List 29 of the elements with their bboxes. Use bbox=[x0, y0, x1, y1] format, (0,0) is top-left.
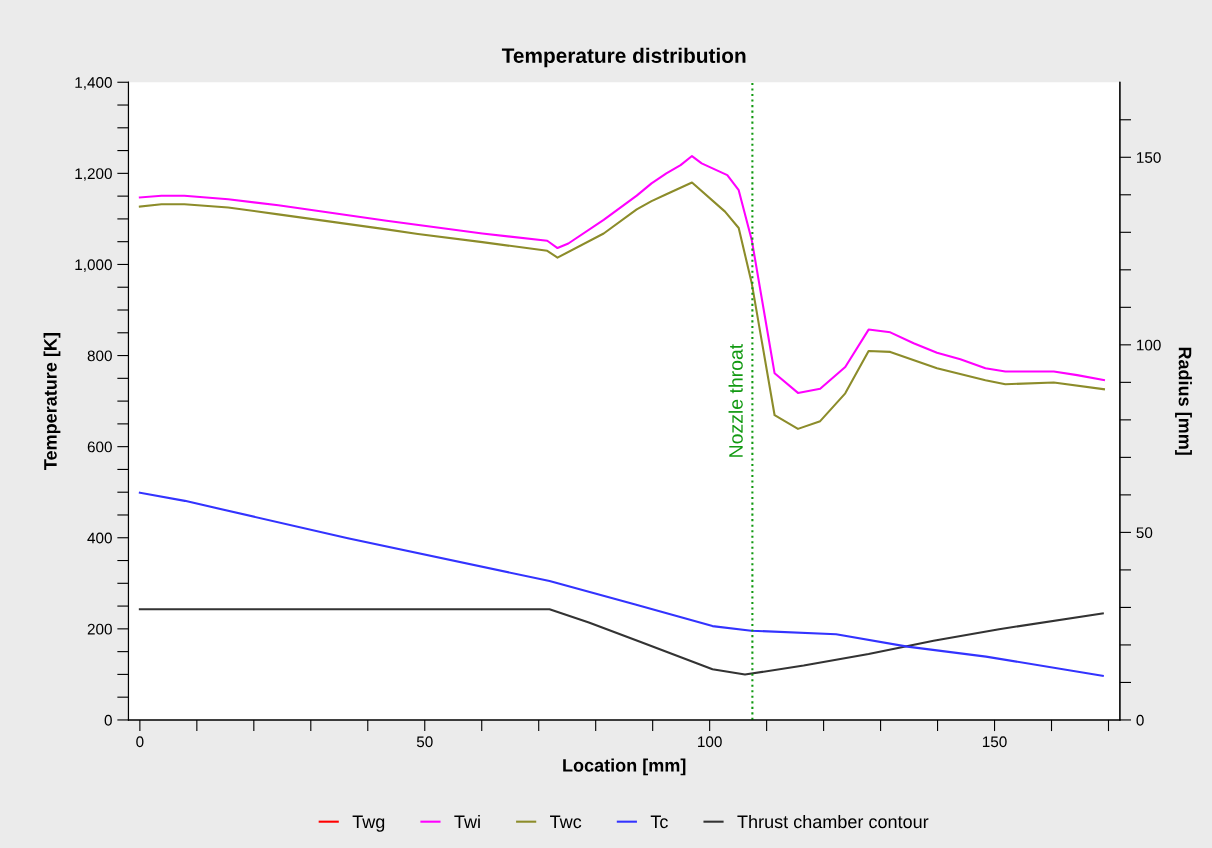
legend-label: Thrust chamber contour bbox=[737, 814, 929, 829]
y2-axis-title: Radius [mm] bbox=[1175, 347, 1192, 455]
x-tick-label: 50 bbox=[416, 736, 433, 748]
y-tick-label: 1,000 bbox=[75, 259, 112, 272]
y-tick-label: 1,200 bbox=[75, 168, 112, 181]
y2-tick-label: 150 bbox=[1137, 152, 1161, 163]
line-series bbox=[138, 491, 1104, 677]
x-axis-title: Location [mm] bbox=[563, 758, 686, 776]
line-series bbox=[138, 608, 1104, 676]
y2-tick-label: 50 bbox=[1136, 527, 1153, 539]
y-axis-title: Temperature [K] bbox=[43, 333, 61, 470]
legend-label: Twi bbox=[454, 814, 480, 828]
legend-label: Tc bbox=[650, 815, 668, 829]
x-tick-label: 150 bbox=[982, 736, 1007, 748]
y2-tick-label: 100 bbox=[1137, 339, 1161, 351]
y-tick-label: 800 bbox=[87, 350, 112, 362]
ref-line-label: Nozzle throat bbox=[728, 343, 743, 457]
y-tick-label: 1,400 bbox=[75, 77, 112, 90]
y-tick-label: 200 bbox=[87, 623, 112, 635]
y-tick-label: 400 bbox=[87, 532, 112, 544]
x-tick-label: 0 bbox=[136, 736, 144, 748]
y-tick-label: 0 bbox=[104, 714, 112, 726]
y2-tick-label: 0 bbox=[1136, 714, 1144, 726]
x-tick-label: 100 bbox=[698, 736, 722, 748]
legend-label: Twg bbox=[352, 815, 385, 832]
line-series bbox=[138, 155, 1105, 394]
y-tick-label: 600 bbox=[87, 441, 112, 453]
legend-label: Twc bbox=[550, 815, 582, 829]
chart-title: Temperature distribution bbox=[501, 47, 746, 68]
